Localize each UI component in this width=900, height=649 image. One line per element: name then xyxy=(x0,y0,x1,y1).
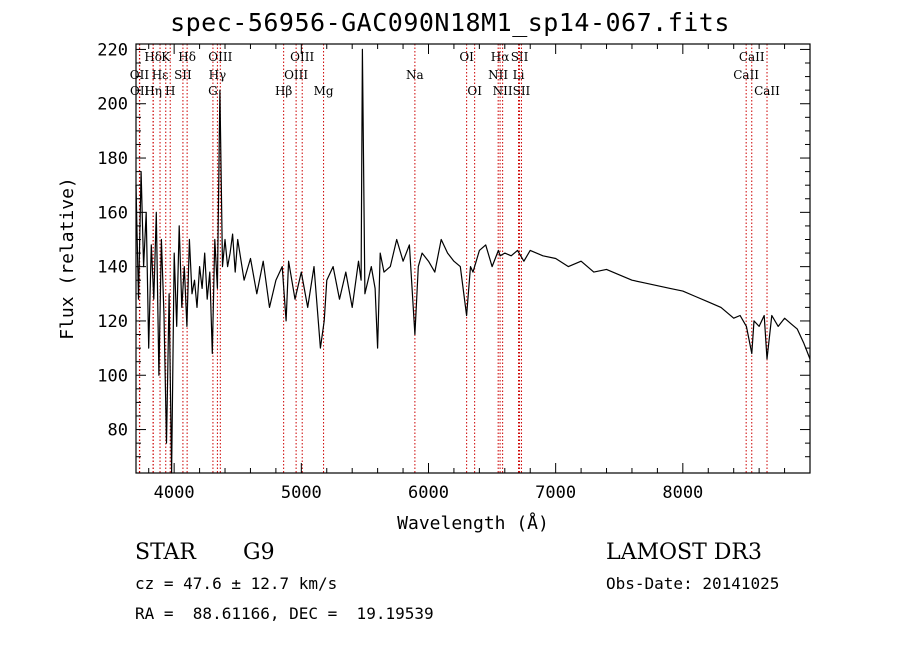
y-axis-label: Flux (relative) xyxy=(57,177,78,340)
line-marker-label: NII xyxy=(493,84,513,98)
y-tick-label: 220 xyxy=(97,40,128,60)
x-axis-label: Wavelength (Å) xyxy=(397,512,549,534)
line-marker-label: SII xyxy=(511,50,529,64)
y-tick-label: 120 xyxy=(97,312,128,332)
axis-ticks: 4000 5000 6000 7000 8000 80 100 120 140 160 180 200… xyxy=(97,40,810,503)
subclass: G9 xyxy=(243,540,275,565)
line-marker-label: Na xyxy=(406,68,424,82)
line-marker-label: Hη xyxy=(144,84,162,98)
line-marker-label: OII xyxy=(130,84,150,98)
line-marker-label: Hε xyxy=(152,68,169,82)
axes xyxy=(135,43,811,474)
line-marker-label: G xyxy=(208,84,218,98)
chart-title: spec-56956-GAC090N18M1_sp14-067.fits xyxy=(170,8,730,37)
line-marker-label: OIII xyxy=(290,50,314,64)
obs-date: Obs-Date: 20141025 xyxy=(606,574,780,593)
line-marker-label: Li xyxy=(513,68,525,82)
line-marker-label: OIII xyxy=(208,50,232,64)
redshift-text: cz = 47.6 ± 12.7 km/s xyxy=(135,574,338,593)
x-tick-label: 7000 xyxy=(535,483,576,503)
object-type: STAR xyxy=(135,540,196,565)
axes-frame xyxy=(135,43,811,474)
y-tick-label: 200 xyxy=(97,95,128,115)
spectrum-series xyxy=(135,48,811,474)
line-marker-label: Hδ xyxy=(178,50,196,64)
line-marker-label: SII xyxy=(513,84,531,98)
spectrum-line xyxy=(135,48,811,474)
line-marker-label: OI xyxy=(467,84,482,98)
line-marker-label: NII xyxy=(488,68,508,82)
y-tick-label: 100 xyxy=(97,366,128,386)
coordinates: RA = 88.61166, DEC = 19.19539 xyxy=(135,604,434,623)
y-tick-label: 160 xyxy=(97,203,128,223)
line-marker-label: OII xyxy=(130,68,150,82)
line-marker-label: CaII xyxy=(754,84,780,98)
x-tick-label: 5000 xyxy=(281,483,322,503)
line-marker-label: OIII xyxy=(284,68,308,82)
line-marker-label: Hγ xyxy=(209,68,227,82)
x-tick-label: 6000 xyxy=(408,483,449,503)
y-tick-label: 80 xyxy=(108,421,128,441)
line-marker-label: OI xyxy=(459,50,474,64)
axis-labels: Wavelength (Å) Flux (relative) xyxy=(57,177,549,534)
line-marker-label: Mg xyxy=(314,84,334,98)
x-tick-label: 8000 xyxy=(662,483,703,503)
line-marker-label: SII xyxy=(174,68,192,82)
y-tick-label: 180 xyxy=(97,149,128,169)
line-marker-label: Hδ xyxy=(144,50,162,64)
y-tick-label: 140 xyxy=(97,258,128,278)
line-marker-label: H xyxy=(165,84,175,98)
survey-name: LAMOST DR3 xyxy=(606,540,762,565)
x-tick-label: 4000 xyxy=(154,483,195,503)
line-marker-label: Hα xyxy=(491,50,510,64)
line-marker-label: K xyxy=(161,50,171,64)
line-marker-label: CaII xyxy=(733,68,759,82)
line-marker-label: Hβ xyxy=(275,84,292,98)
line-marker-label: CaII xyxy=(739,50,765,64)
